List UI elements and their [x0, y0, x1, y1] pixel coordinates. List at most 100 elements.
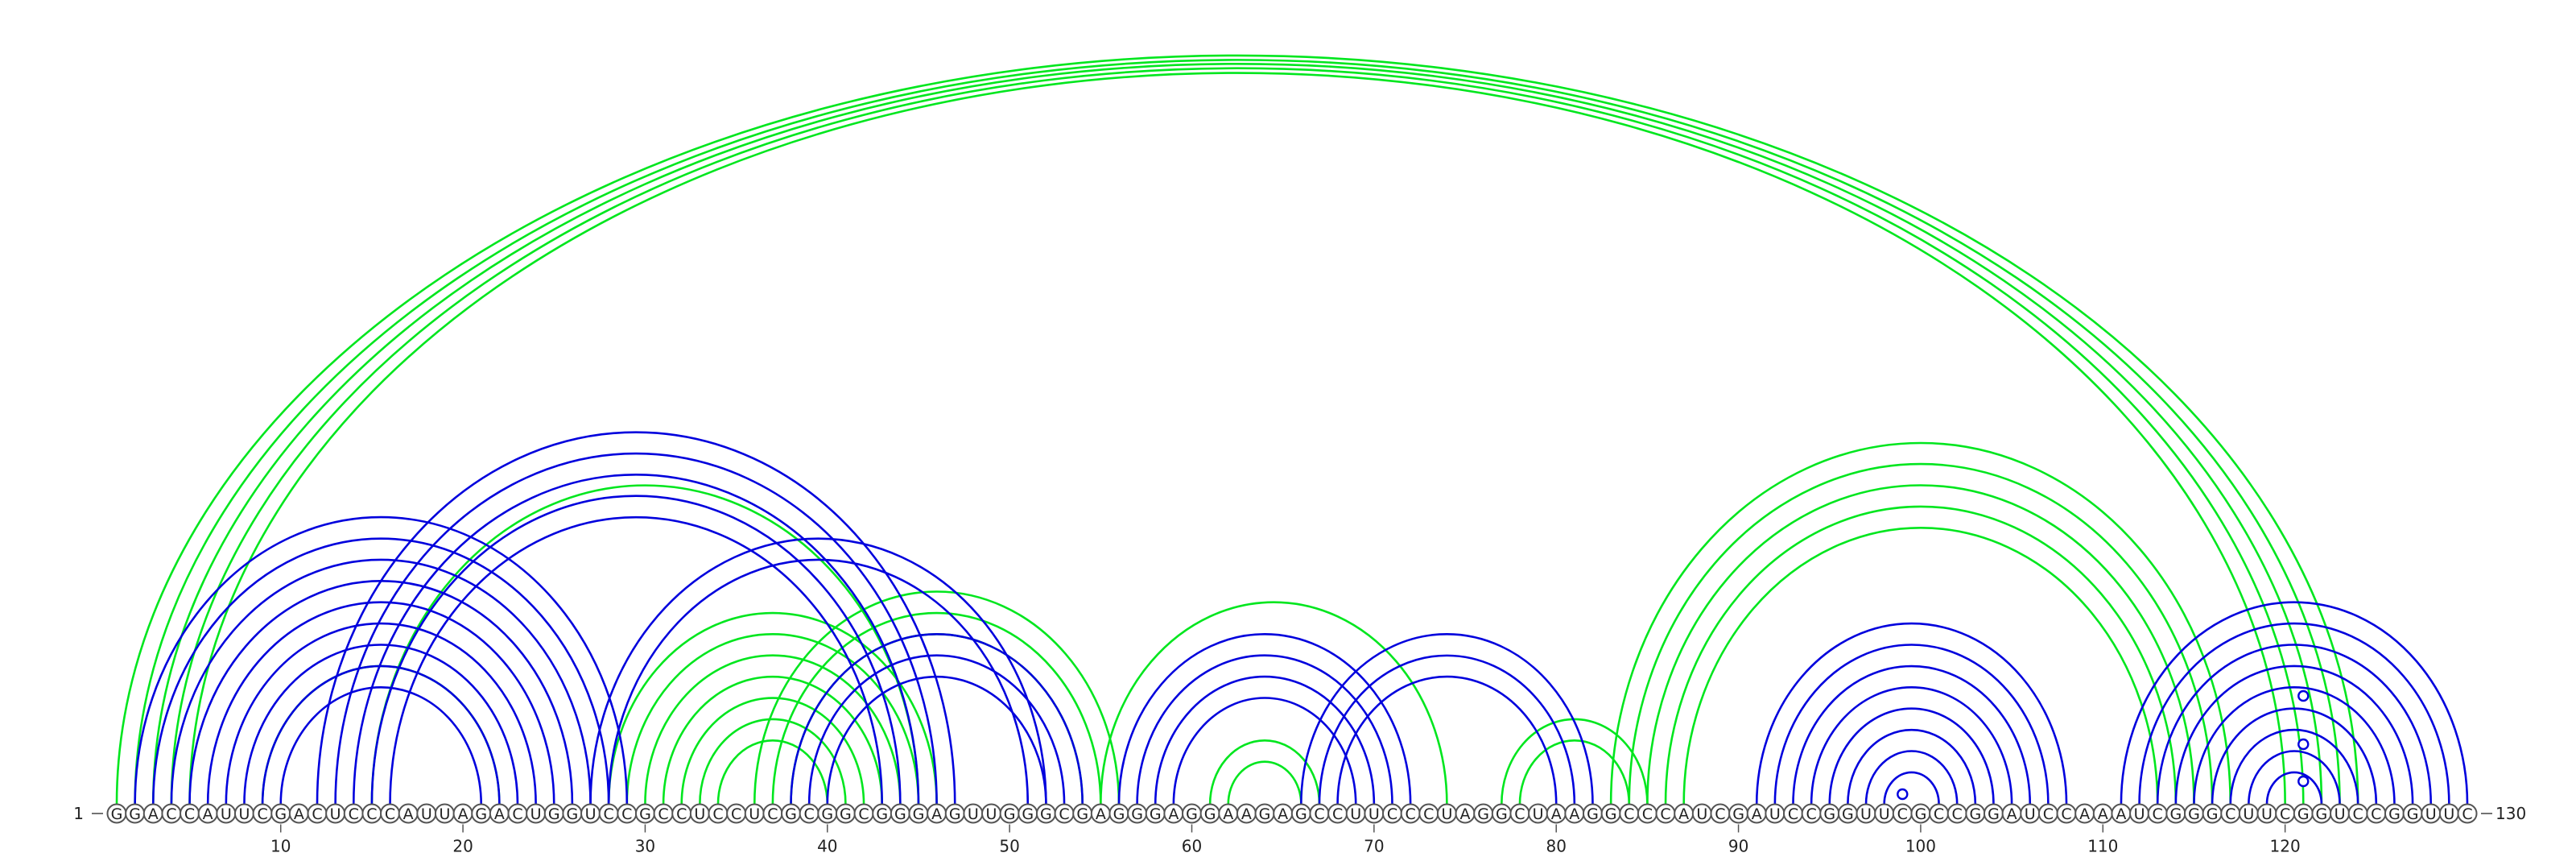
- nucleotide-117: C: [2220, 803, 2241, 824]
- nucleotide-letter: C: [1624, 805, 1634, 823]
- nucleotide-letter: U: [1533, 805, 1544, 823]
- nucleotide-61: G: [1199, 803, 1220, 824]
- green-arc-3-122: [151, 63, 2323, 805]
- nucleotide-39: C: [799, 803, 819, 824]
- nucleotide-36: U: [744, 803, 765, 824]
- pseudoknot-marker-121-1: [2297, 775, 2310, 788]
- nucleotide-letter: U: [749, 805, 760, 823]
- nucleotide-letter: C: [804, 805, 815, 823]
- nucleotide-10: G: [270, 803, 291, 824]
- nucleotide-74: U: [1436, 803, 1457, 824]
- nucleotide-letter: U: [2025, 805, 2036, 823]
- green-arc-62-66: [1227, 760, 1302, 805]
- nucleotide-53: C: [1054, 803, 1075, 824]
- nucleotide-84: C: [1619, 803, 1640, 824]
- nucleotide-letter: G: [275, 805, 287, 823]
- nucleotide-letter: G: [1295, 805, 1307, 823]
- nucleotide-96: G: [1837, 803, 1858, 824]
- nucleotide-letter: C: [1387, 805, 1397, 823]
- nucleotide-letter: G: [2207, 805, 2219, 823]
- nucleotide-letter: U: [1860, 805, 1872, 823]
- nucleotide-letter: U: [1696, 805, 1707, 823]
- nucleotide-letter: A: [1241, 805, 1252, 823]
- nucleotide-5: C: [180, 803, 200, 824]
- nucleotide-102: C: [1946, 803, 1967, 824]
- nucleotide-105: A: [2001, 803, 2022, 824]
- blue-arc-97-102: [1864, 750, 1959, 805]
- nucleotide-113: C: [2147, 803, 2168, 824]
- green-arc-34-40: [716, 739, 829, 805]
- nucleotide-letter: A: [2116, 805, 2126, 823]
- nucleotide-107: C: [2037, 803, 2058, 824]
- nucleotide-letter: G: [894, 805, 906, 823]
- nucleotide-120: C: [2275, 803, 2296, 824]
- nucleotide-130: C: [2457, 803, 2478, 824]
- nucleotide-21: G: [471, 803, 492, 824]
- nucleotide-104: G: [1983, 803, 2004, 824]
- nucleotide-35: C: [726, 803, 747, 824]
- nucleotide-letter: U: [439, 805, 450, 823]
- nucleotide-letter: C: [1059, 805, 1069, 823]
- nucleotide-letter: U: [2334, 805, 2346, 823]
- nucleotide-103: G: [1965, 803, 1986, 824]
- nucleotide-3: A: [142, 803, 163, 824]
- nucleotide-letter: G: [1113, 805, 1125, 823]
- tick-label-10: 10: [270, 837, 291, 856]
- nucleotide-letter: G: [1587, 805, 1599, 823]
- green-arc-86-114: [1664, 505, 2178, 805]
- nucleotide-letter: G: [567, 805, 579, 823]
- blue-arc-14-45: [352, 474, 920, 805]
- nucleotide-68: C: [1327, 803, 1348, 824]
- green-arc-36-56: [753, 590, 1121, 805]
- nucleotide-6: A: [197, 803, 218, 824]
- nucleotide-98: U: [1874, 803, 1895, 824]
- nucleotide-letter: A: [931, 805, 942, 823]
- nucleotide-letter: U: [2134, 805, 2145, 823]
- nucleotide-letter: C: [1806, 805, 1816, 823]
- nucleotide-17: A: [398, 803, 419, 824]
- blue-arc-12-47: [316, 431, 956, 805]
- nucleotide-40: G: [817, 803, 838, 824]
- nucleotide-letter: G: [1732, 805, 1744, 823]
- blue-arc-2-29: [134, 515, 629, 805]
- nucleotide-71: C: [1381, 803, 1402, 824]
- nucleotide-89: C: [1710, 803, 1731, 824]
- nucleotide-16: C: [380, 803, 401, 824]
- nucleotide-letter: U: [1368, 805, 1380, 823]
- nucleotide-9: C: [252, 803, 273, 824]
- nucleotide-letter: U: [585, 805, 597, 823]
- nucleotide-letter: A: [294, 805, 304, 823]
- green-arc-29-45: [625, 633, 920, 805]
- nucleotide-letter: A: [1168, 805, 1179, 823]
- nucleotide-letter: C: [2371, 805, 2381, 823]
- nucleotide-letter: U: [986, 805, 997, 823]
- nucleotide-124: C: [2347, 803, 2368, 824]
- nucleotide-8: U: [233, 803, 254, 824]
- green-arc-83-117: [1609, 441, 2232, 805]
- nucleotide-letter: C: [2353, 805, 2363, 823]
- nucleotide-letter: A: [2007, 805, 2017, 823]
- green-arc-1-124: [115, 54, 2359, 805]
- tick-label-30: 30: [635, 837, 655, 856]
- nucleotide-76: G: [1473, 803, 1494, 824]
- green-arc-84-116: [1628, 463, 2214, 805]
- nucleotide-letter: C: [1423, 805, 1434, 823]
- blue-arc-115-126: [2193, 686, 2396, 805]
- nucleotide-letter: U: [1350, 805, 1361, 823]
- nucleotide-67: C: [1309, 803, 1330, 824]
- nucleotide-121: G: [2293, 803, 2314, 824]
- nucleotide-letter: C: [604, 805, 614, 823]
- nucleotide-38: G: [781, 803, 802, 824]
- nucleotide-letter: C: [1514, 805, 1525, 823]
- nucleotide-letter: G: [2188, 805, 2200, 823]
- nucleotide-letter: C: [385, 805, 395, 823]
- nucleotide-41: G: [835, 803, 856, 824]
- nucleotide-letter: C: [1314, 805, 1324, 823]
- nucleotide-60: G: [1182, 803, 1203, 824]
- nucleotide-letter: A: [203, 805, 213, 823]
- nucleotide-75: A: [1455, 803, 1476, 824]
- blue-arc-94-105: [1810, 686, 2013, 805]
- blue-arc-113-128: [2156, 644, 2433, 805]
- nucleotide-letter: C: [1715, 805, 1725, 823]
